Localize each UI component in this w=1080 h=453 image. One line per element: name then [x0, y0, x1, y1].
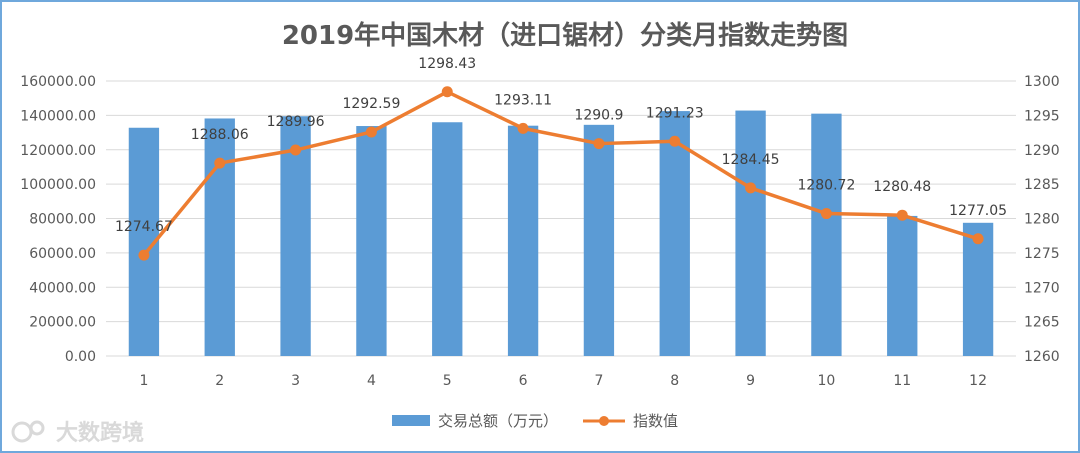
right-tick-label: 1280	[1024, 212, 1060, 228]
left-tick-label: 80000.00	[29, 212, 96, 228]
left-tick-label: 140000.00	[20, 108, 96, 124]
x-tick-label: 5	[443, 373, 452, 389]
right-tick-label: 1260	[1024, 349, 1060, 365]
left-axis: 0.00 20000.00 40000.00 60000.00 80000.00 1000…	[20, 74, 96, 365]
right-tick-label: 1285	[1024, 177, 1060, 193]
data-label: 1293.11	[494, 92, 552, 108]
bar	[432, 122, 463, 356]
line-point	[365, 126, 377, 138]
line-point	[593, 138, 605, 150]
data-label: 1274.67	[115, 219, 173, 235]
data-label: 1284.45	[722, 152, 780, 168]
right-tick-label: 1265	[1024, 315, 1060, 331]
left-tick-label: 120000.00	[20, 143, 96, 159]
line-point	[441, 86, 453, 98]
line-point	[669, 135, 681, 147]
x-tick-label: 6	[519, 373, 528, 389]
line-point	[214, 157, 226, 169]
data-label: 1280.72	[797, 178, 855, 194]
legend-label-line: 指数值	[633, 412, 678, 430]
x-tick-label: 12	[969, 373, 987, 389]
legend: 交易总额（万元） 指数值	[392, 412, 678, 430]
data-label: 1291.23	[646, 105, 704, 121]
left-tick-label: 0.00	[65, 349, 96, 365]
gridlines	[106, 80, 1016, 357]
left-tick-label: 20000.00	[29, 315, 96, 331]
chart-title: 2019年中国木材（进口锯材）分类月指数走势图	[282, 20, 848, 51]
right-tick-label: 1295	[1024, 108, 1060, 124]
line-point	[745, 182, 757, 194]
x-tick-label: 11	[893, 373, 911, 389]
series-line	[142, 90, 979, 257]
left-tick-label: 40000.00	[29, 280, 96, 296]
x-tick-label: 4	[367, 373, 376, 389]
x-tick-label: 2	[215, 373, 224, 389]
bar	[962, 222, 994, 356]
bar-series	[128, 110, 994, 356]
data-label: 1277.05	[949, 203, 1007, 219]
line-point	[820, 208, 832, 220]
watermark: 大数跨境	[11, 420, 144, 446]
logo-icon	[11, 420, 45, 443]
watermark-text: 大数跨境	[56, 420, 144, 446]
line-point	[896, 209, 908, 221]
bar	[659, 111, 690, 356]
right-tick-label: 1290	[1024, 143, 1060, 159]
line-series: 1274.67 1288.06 1289.96 1292.59 1298.43 1293.…	[115, 56, 1007, 261]
bar	[204, 118, 235, 356]
x-tick-label: 3	[291, 373, 300, 389]
right-tick-label: 1270	[1024, 280, 1060, 296]
data-label: 1292.59	[342, 96, 400, 112]
bar	[887, 215, 918, 356]
x-tick-label: 8	[670, 373, 679, 389]
right-tick-label: 1300	[1024, 74, 1060, 90]
right-axis: 1260 1265 1270 1275 1280 1285 1290 1295 1300	[1024, 74, 1060, 365]
bar	[811, 113, 842, 356]
line-point	[290, 144, 302, 156]
legend-swatch-marker	[599, 416, 609, 426]
right-tick-label: 1275	[1024, 246, 1060, 262]
bar	[280, 116, 311, 356]
data-label: 1280.48	[873, 179, 931, 195]
left-tick-label: 160000.00	[20, 74, 96, 90]
bar	[507, 125, 539, 356]
x-tick-label: 9	[746, 373, 755, 389]
data-label: 1289.96	[267, 114, 325, 130]
line-point	[138, 249, 150, 261]
x-tick-label: 1	[139, 373, 148, 389]
line-point	[517, 122, 529, 134]
x-axis: 1 2 3 4 5 6 7 8 9 10 11 12	[139, 373, 987, 389]
bar	[735, 110, 766, 356]
bar	[356, 126, 387, 356]
x-tick-label: 7	[594, 373, 603, 389]
bar	[583, 124, 615, 356]
legend-label-bar: 交易总额（万元）	[438, 412, 558, 430]
left-tick-label: 60000.00	[29, 246, 96, 262]
data-label: 1288.06	[191, 127, 249, 143]
left-tick-label: 100000.00	[20, 177, 96, 193]
data-label: 1290.9	[574, 108, 623, 124]
legend-swatch-bar	[392, 415, 430, 426]
data-label: 1298.43	[418, 56, 476, 72]
line-point	[972, 233, 984, 245]
x-tick-label: 10	[818, 373, 836, 389]
